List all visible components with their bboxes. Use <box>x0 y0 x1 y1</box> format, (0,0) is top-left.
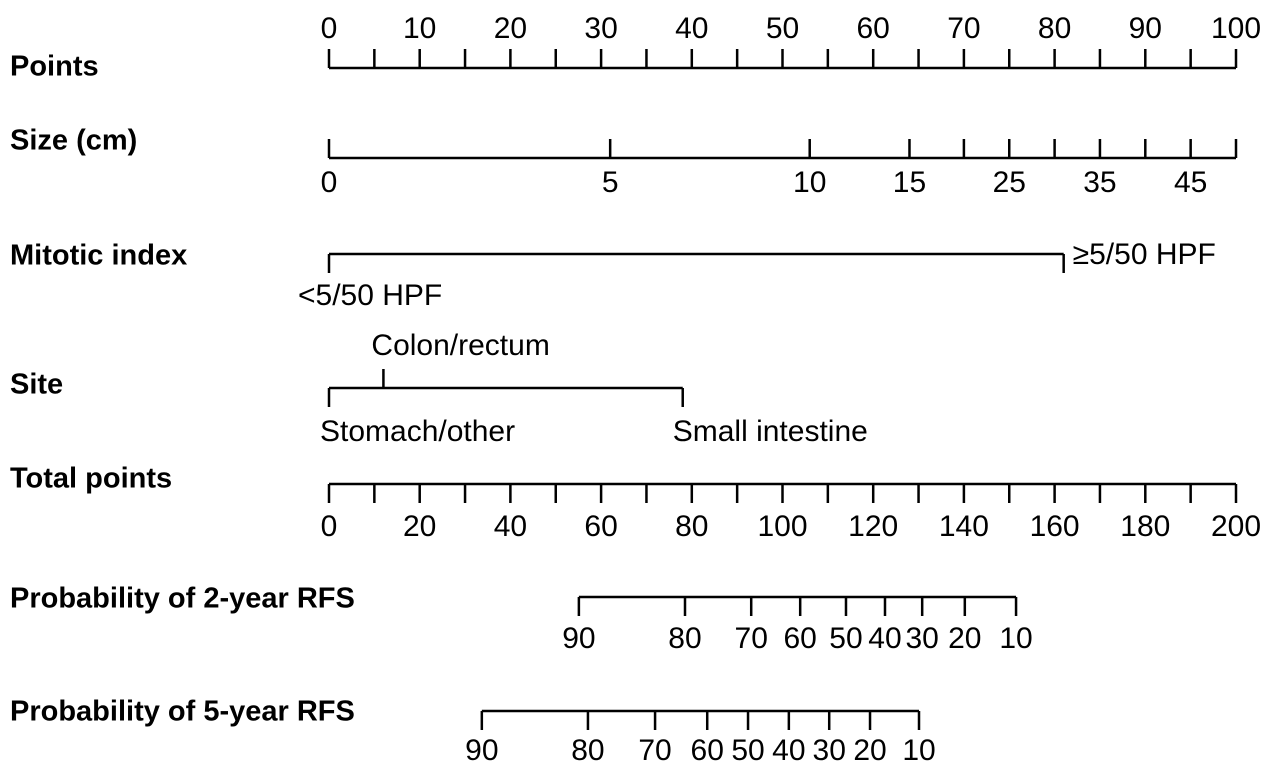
tick-label: 90 <box>562 622 595 655</box>
tick-label: 120 <box>848 510 898 543</box>
tick-label: 10 <box>999 622 1032 655</box>
tick-label: 60 <box>584 510 617 543</box>
tick-label: 80 <box>675 510 708 543</box>
tick-label: 30 <box>813 734 846 767</box>
tick-label: Small intestine <box>673 415 868 448</box>
tick-label: 5 <box>602 166 619 199</box>
tick-label: 80 <box>668 622 701 655</box>
tick-label: ≥5/50 HPF <box>1073 238 1216 271</box>
tick-label: 20 <box>853 734 886 767</box>
tick-label: 20 <box>494 12 527 45</box>
tick-label: 80 <box>571 734 604 767</box>
tick-label: 50 <box>731 734 764 767</box>
tick-label: 70 <box>735 622 768 655</box>
tick-label: 45 <box>1174 166 1207 199</box>
tick-label: 180 <box>1120 510 1170 543</box>
tick-label: 50 <box>766 12 799 45</box>
tick-label: 40 <box>868 622 901 655</box>
tick-label: 40 <box>675 12 708 45</box>
tick-label: 140 <box>939 510 989 543</box>
tick-label: 200 <box>1211 510 1261 543</box>
tick-label: 160 <box>1030 510 1080 543</box>
tick-label: 60 <box>857 12 890 45</box>
row-name: Points <box>10 51 99 83</box>
tick-label: 100 <box>757 510 807 543</box>
tick-label: 15 <box>893 166 926 199</box>
tick-label: 100 <box>1211 12 1261 45</box>
row-name: Site <box>10 369 63 401</box>
tick-label: 25 <box>993 166 1026 199</box>
tick-label: 0 <box>321 166 338 199</box>
tick-label: 70 <box>947 12 980 45</box>
tick-label: Colon/rectum <box>371 329 549 362</box>
row-name: Probability of 5-year RFS <box>10 696 355 728</box>
tick-label: 10 <box>793 166 826 199</box>
tick-label: 60 <box>783 622 816 655</box>
tick-label: 70 <box>638 734 671 767</box>
tick-label: 35 <box>1083 166 1116 199</box>
row-name: Probability of 2-year RFS <box>10 583 355 615</box>
tick-label: 30 <box>584 12 617 45</box>
tick-label: 60 <box>691 734 724 767</box>
tick-label: <5/50 HPF <box>298 279 442 312</box>
tick-label: 50 <box>829 622 862 655</box>
tick-label: 30 <box>905 622 938 655</box>
tick-label: 90 <box>465 734 498 767</box>
tick-label: 40 <box>772 734 805 767</box>
tick-label: 0 <box>321 12 338 45</box>
tick-label: 40 <box>494 510 527 543</box>
tick-label: 0 <box>321 510 338 543</box>
tick-label: Stomach/other <box>320 415 515 448</box>
tick-label: 80 <box>1038 12 1071 45</box>
tick-label: 20 <box>403 510 436 543</box>
row-name: Size (cm) <box>10 125 137 157</box>
row-name: Mitotic index <box>10 240 187 272</box>
tick-label: 10 <box>902 734 935 767</box>
tick-label: 90 <box>1129 12 1162 45</box>
tick-label: 10 <box>403 12 436 45</box>
row-name: Total points <box>10 463 172 495</box>
tick-label: 20 <box>948 622 981 655</box>
